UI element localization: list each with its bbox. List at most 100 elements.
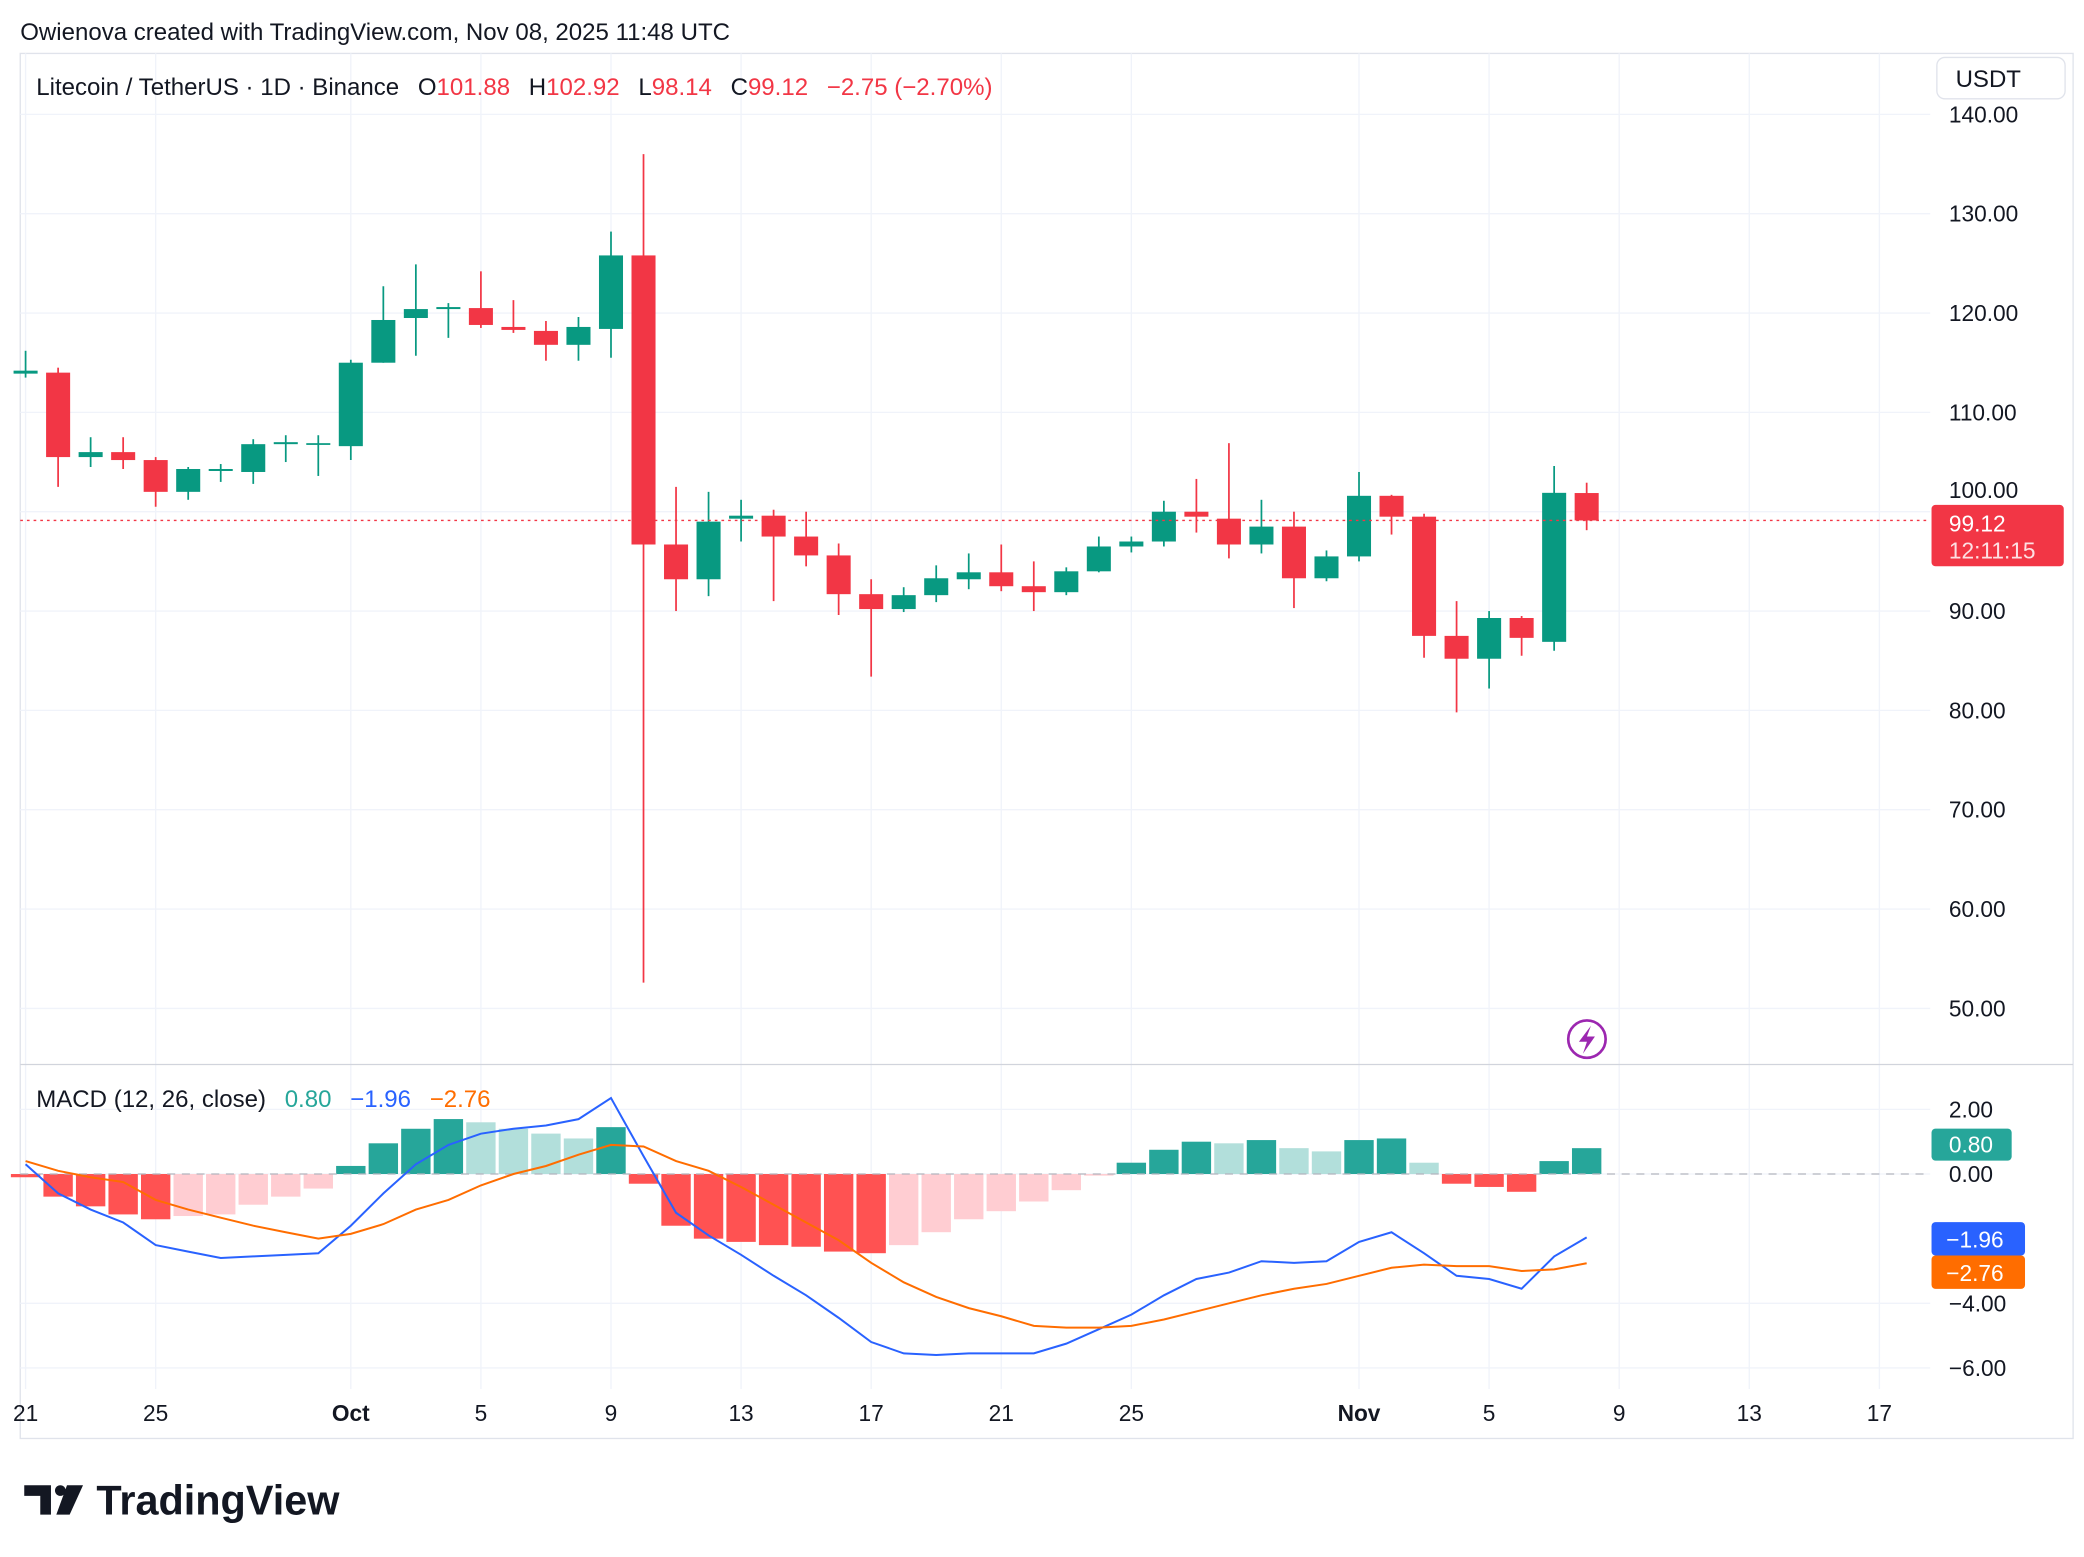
candle [859, 579, 884, 677]
tradingview-logo-icon [24, 1485, 84, 1515]
candle [1542, 466, 1567, 651]
candle-body [859, 594, 884, 610]
candle [78, 437, 103, 468]
candle-body [891, 595, 916, 610]
lightning-icon[interactable] [1566, 1019, 1607, 1060]
x-tick-label: 13 [1737, 1400, 1762, 1426]
macd-axis[interactable]: 2.00 0.00 −4.00 −6.00 [1949, 1096, 2006, 1381]
candle [1346, 471, 1372, 562]
candle [111, 437, 136, 469]
x-tick-label: 25 [143, 1400, 168, 1426]
candle [1281, 511, 1306, 609]
candle [208, 464, 233, 482]
candle [1119, 536, 1144, 553]
candle [826, 543, 851, 616]
candle-body [1184, 511, 1209, 517]
candle [13, 350, 38, 378]
macd-hist-bar [10, 1174, 41, 1178]
macd-tick-label: 2.00 [1949, 1096, 1993, 1122]
candle-body [761, 515, 786, 537]
macd-hist-bar [1506, 1174, 1537, 1192]
candle [371, 286, 396, 363]
signal-line-label: −2.76 [1931, 1255, 2026, 1289]
macd-hist-bar [823, 1174, 854, 1252]
candle-body [1281, 526, 1306, 579]
candle [1477, 611, 1502, 689]
macd-legend[interactable]: MACD (12, 26, close) 0.80 −1.96 −2.76 [36, 1086, 490, 1113]
time-axis[interactable]: 21 25 Oct 5 9 13 17 21 25 Nov 5 9 13 17 [13, 1400, 1892, 1426]
candle [1444, 601, 1469, 713]
macd-hist-bar [1116, 1162, 1147, 1175]
candle-body [403, 309, 428, 319]
macd-hist-bar [1474, 1174, 1504, 1187]
macd-hist-bar [1344, 1140, 1374, 1175]
candle [533, 320, 558, 361]
macd-hist-value: 0.80 [285, 1086, 332, 1113]
candle [1379, 494, 1404, 535]
candle [338, 359, 363, 461]
candle-body [1574, 493, 1599, 521]
macd-hist-bar [336, 1165, 366, 1175]
macd-hist-bar [1149, 1149, 1179, 1175]
macd-hist-bar [986, 1174, 1016, 1212]
open-value: 101.88 [437, 74, 511, 101]
svg-text:MACD (12, 26, close) 0.8: MACD (12, 26, close) 0.80 −1.96 −2.76 [36, 1086, 490, 1113]
candle [403, 264, 428, 356]
macd-hist-bar [856, 1174, 886, 1254]
macd-hist-label: 0.80 [1931, 1128, 2012, 1161]
macd-hist-bar [1279, 1148, 1309, 1175]
macd-hist-bar [889, 1174, 919, 1246]
candle-body [1379, 495, 1404, 517]
candle [989, 544, 1014, 592]
candle-body [78, 452, 103, 458]
macd-hist-bar [368, 1143, 399, 1175]
candle [1216, 443, 1241, 559]
tradingview-logo[interactable]: TradingView [24, 1478, 340, 1524]
candle-body [1151, 511, 1176, 542]
macd-line-label-text: −1.96 [1946, 1226, 2003, 1252]
candle [436, 303, 461, 338]
currency-button[interactable]: USDT [1936, 56, 2066, 100]
candle [631, 154, 656, 983]
high-label: H [529, 74, 546, 101]
x-tick-label: 17 [859, 1400, 884, 1426]
macd-hist-bar [628, 1174, 659, 1184]
candle-body [794, 536, 819, 556]
macd-hist-bar [1539, 1161, 1569, 1175]
candle-body [306, 443, 331, 445]
price-tick-label: 110.00 [1949, 399, 2017, 425]
x-tick-label: 5 [475, 1400, 488, 1426]
candle-body [631, 255, 656, 545]
candle-body [46, 372, 71, 458]
macd-hist-bar [1311, 1151, 1342, 1175]
macd-hist-bar [498, 1128, 529, 1175]
x-tick-label: 13 [728, 1400, 753, 1426]
candle [761, 509, 786, 602]
candle [664, 486, 689, 612]
candle [598, 231, 624, 358]
candle [306, 435, 331, 476]
macd-line-label: −1.96 [1931, 1222, 2026, 1256]
attribution: Owienova created with TradingView.com, N… [20, 19, 730, 46]
macd-hist-bar [661, 1174, 691, 1226]
candle-body [1477, 618, 1502, 659]
macd-hist-label-text: 0.80 [1949, 1132, 1993, 1158]
macd-hist-bar [140, 1174, 171, 1220]
macd-hist-bar [206, 1174, 236, 1215]
change-value: −2.75 (−2.70%) [827, 74, 993, 101]
macd-hist-bar [1019, 1174, 1049, 1202]
price-tick-label: 140.00 [1949, 101, 2018, 127]
candle [1249, 499, 1274, 554]
macd-hist-bar [791, 1174, 821, 1247]
candle-body [1216, 518, 1241, 545]
price-axis[interactable]: 140.00 130.00 120.00 110.00 100.00 90.00 80.00… [1949, 101, 2018, 1021]
macd-line [24, 1096, 1588, 1356]
grid [20, 53, 1931, 1390]
candle-body [1444, 635, 1469, 659]
candle-body [1249, 526, 1274, 545]
candle [1151, 500, 1176, 547]
symbol-legend[interactable]: Litecoin / TetherUS · 1D · Binance O101.… [36, 74, 992, 101]
candle-body [1509, 618, 1534, 638]
candle-body [208, 468, 233, 471]
